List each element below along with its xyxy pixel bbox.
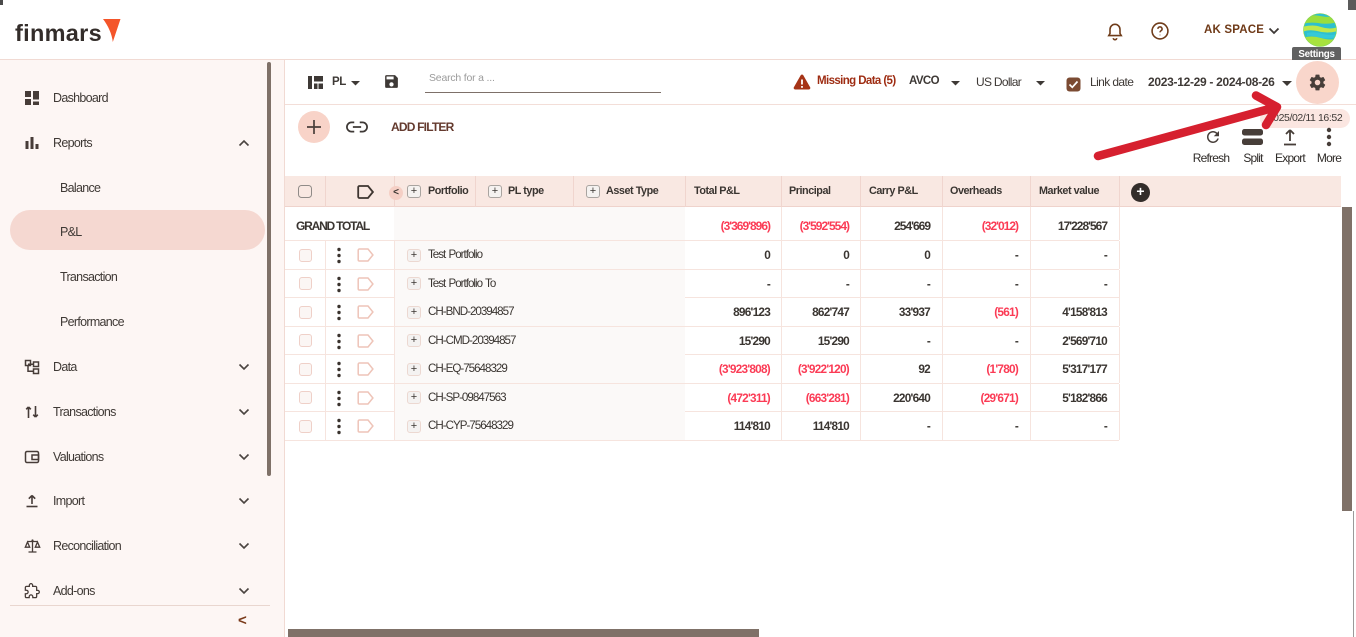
svg-text:finmars: finmars <box>15 20 102 46</box>
